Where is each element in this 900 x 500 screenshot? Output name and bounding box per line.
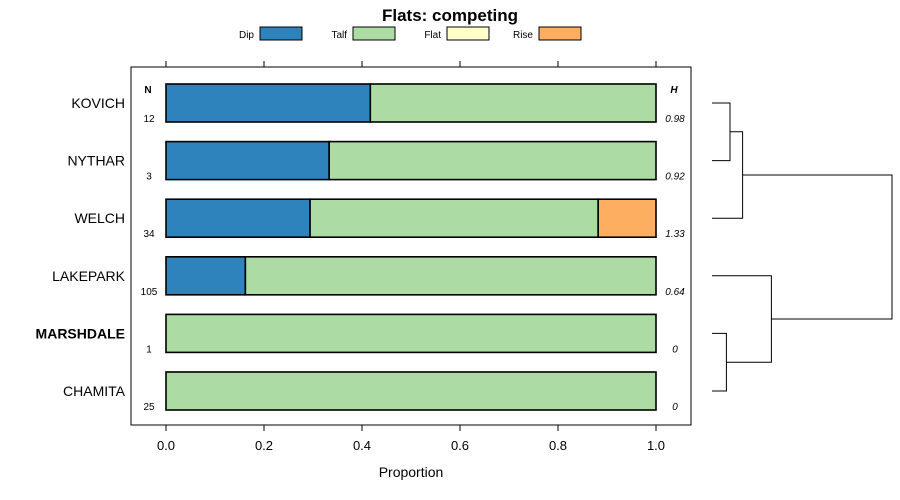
bar-segment-dip-nythar <box>165 140 330 181</box>
dendrogram-branch-0 <box>712 102 731 162</box>
legend-swatch-talf <box>352 26 396 41</box>
bar-segment-rise-welch <box>597 198 657 238</box>
x-axis-title: Proportion <box>379 464 444 480</box>
n-value: 25 <box>143 402 155 413</box>
dendrogram-branch-4 <box>742 174 893 320</box>
category-label-chamita: CHAMITA <box>63 383 126 399</box>
category-label-nythar: NYTHAR <box>67 153 125 169</box>
x-tick-label: 0.0 <box>157 438 175 453</box>
n-value: 12 <box>143 114 155 125</box>
dendrogram-branch-2 <box>712 332 727 392</box>
n-value: 1 <box>146 344 152 355</box>
legend-swatch-flat <box>446 26 490 41</box>
legend-swatch-rise <box>538 26 582 41</box>
n-column-header: N <box>144 85 151 96</box>
h-column-header: H <box>670 85 678 96</box>
h-value: 0 <box>672 344 678 355</box>
dendrogram-branch-3 <box>712 275 772 363</box>
bar-segment-talf-lakepark <box>244 255 657 296</box>
n-value: 34 <box>143 229 155 240</box>
x-tick-label: 0.2 <box>255 438 273 453</box>
top-axis-ticks <box>165 61 657 67</box>
h-value: 0.64 <box>665 287 685 298</box>
n-value: 105 <box>141 287 158 298</box>
legend-swatch-dip <box>259 26 303 41</box>
bar-segment-talf-marshdale <box>165 313 657 354</box>
x-axis: 0.0 0.2 0.4 0.6 0.8 1.0 <box>157 425 665 453</box>
bar-segment-talf-kovich <box>369 83 657 123</box>
bar-segment-dip-welch <box>165 198 311 238</box>
legend-label-flat: Flat <box>424 30 441 41</box>
h-value: 0 <box>672 402 678 413</box>
x-tick-label: 0.8 <box>549 438 567 453</box>
category-label-marshdale: MARSHDALE <box>36 325 125 341</box>
h-value: 1.33 <box>665 229 685 240</box>
plot-frame <box>130 66 692 426</box>
n-value: 3 <box>146 172 152 183</box>
legend-label-dip: Dip <box>239 30 254 41</box>
chart-title: Flats: competing <box>382 6 518 25</box>
bar-segment-talf-welch <box>309 198 599 238</box>
bar-segment-talf-chamita <box>165 371 657 411</box>
bar-segment-dip-lakepark <box>165 255 247 296</box>
dendrogram-branch-1 <box>712 131 744 219</box>
category-label-lakepark: LAKEPARK <box>52 268 126 284</box>
legend: Dip Talf Flat Rise <box>239 26 582 41</box>
h-value: 0.98 <box>665 114 685 125</box>
bar-segment-dip-kovich <box>165 83 372 123</box>
bar-segment-talf-nythar <box>328 140 657 181</box>
category-label-kovich: KOVICH <box>71 95 125 111</box>
legend-label-rise: Rise <box>513 30 533 41</box>
x-tick-label: 0.6 <box>451 438 469 453</box>
dendrogram <box>712 102 893 392</box>
h-value: 0.92 <box>665 172 685 183</box>
legend-label-talf: Talf <box>331 30 347 41</box>
x-tick-label: 1.0 <box>647 438 665 453</box>
x-tick-label: 0.4 <box>353 438 371 453</box>
category-label-welch: WELCH <box>74 210 125 226</box>
bar-rows: KOVICH 12 0.98 NYTHAR 3 0.92 WELCH 34 1.33 LAKEPA… <box>36 83 685 413</box>
